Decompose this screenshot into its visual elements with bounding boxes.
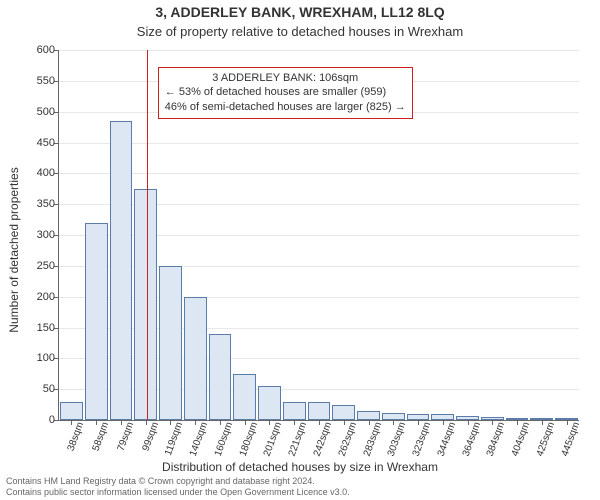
xtick-label: 262sqm xyxy=(335,420,359,458)
histogram-bar xyxy=(209,334,232,420)
ytick-label: 200 xyxy=(37,291,59,303)
xtick-label: 79sqm xyxy=(114,420,136,453)
footer-line-2: Contains public sector information licen… xyxy=(6,487,594,498)
ytick-label: 300 xyxy=(37,229,59,241)
xtick-label: 119sqm xyxy=(162,420,186,457)
ytick-label: 550 xyxy=(37,75,59,87)
ytick-label: 50 xyxy=(43,383,59,395)
gridline xyxy=(59,143,579,144)
ytick-label: 400 xyxy=(37,167,59,179)
callout-box: 3 ADDERLEY BANK: 106sqm← 53% of detached… xyxy=(158,67,413,120)
chart-container: 3, ADDERLEY BANK, WREXHAM, LL12 8LQ Size… xyxy=(0,0,600,500)
histogram-bar xyxy=(357,411,380,420)
xtick-label: 283sqm xyxy=(359,420,383,458)
histogram-bar xyxy=(233,374,256,420)
histogram-bar xyxy=(159,266,182,420)
xtick-label: 140sqm xyxy=(186,420,210,458)
xtick-label: 303sqm xyxy=(384,420,408,458)
ytick-label: 350 xyxy=(37,198,59,210)
xtick-label: 221sqm xyxy=(285,420,309,458)
histogram-bar xyxy=(258,386,281,420)
ytick-label: 100 xyxy=(37,352,59,364)
histogram-bar xyxy=(308,402,331,421)
ytick-label: 500 xyxy=(37,106,59,118)
footer-line-1: Contains HM Land Registry data © Crown c… xyxy=(6,476,594,487)
title-main: 3, ADDERLEY BANK, WREXHAM, LL12 8LQ xyxy=(0,4,600,20)
xtick-label: 445sqm xyxy=(557,420,581,458)
histogram-bar xyxy=(382,413,405,420)
xtick-label: 160sqm xyxy=(211,420,235,458)
callout-line: 3 ADDERLEY BANK: 106sqm xyxy=(165,71,406,86)
plot-area: 05010015020025030035040045050055060038sq… xyxy=(58,50,579,421)
xtick-label: 242sqm xyxy=(310,420,334,458)
xtick-label: 323sqm xyxy=(409,420,433,458)
ytick-label: 150 xyxy=(37,322,59,334)
xtick-label: 180sqm xyxy=(236,420,260,458)
footer-attribution: Contains HM Land Registry data © Crown c… xyxy=(6,476,594,499)
ytick-label: 450 xyxy=(37,137,59,149)
histogram-bar xyxy=(110,121,133,420)
xtick-label: 384sqm xyxy=(483,420,507,458)
title-sub: Size of property relative to detached ho… xyxy=(0,24,600,39)
ytick-label: 250 xyxy=(37,260,59,272)
xtick-label: 425sqm xyxy=(533,420,557,458)
histogram-bar xyxy=(184,297,207,420)
x-axis-label: Distribution of detached houses by size … xyxy=(0,460,600,474)
gridline xyxy=(59,173,579,174)
callout-line: ← 53% of detached houses are smaller (95… xyxy=(165,85,406,100)
histogram-bar xyxy=(85,223,108,420)
xtick-label: 99sqm xyxy=(138,420,160,453)
xtick-label: 201sqm xyxy=(260,420,284,458)
ytick-label: 600 xyxy=(37,44,59,56)
histogram-bar xyxy=(332,405,355,420)
xtick-label: 58sqm xyxy=(89,420,111,453)
xtick-label: 404sqm xyxy=(508,420,532,458)
ytick-label: 0 xyxy=(49,414,59,426)
y-axis-label: Number of detached properties xyxy=(7,100,21,400)
xtick-label: 38sqm xyxy=(64,420,86,453)
histogram-bar xyxy=(60,402,83,421)
xtick-label: 364sqm xyxy=(458,420,482,458)
histogram-bar xyxy=(134,189,157,420)
reference-marker-line xyxy=(147,50,148,420)
gridline xyxy=(59,50,579,51)
histogram-bar xyxy=(283,402,306,421)
xtick-label: 344sqm xyxy=(434,420,458,458)
callout-line: 46% of semi-detached houses are larger (… xyxy=(165,100,406,115)
